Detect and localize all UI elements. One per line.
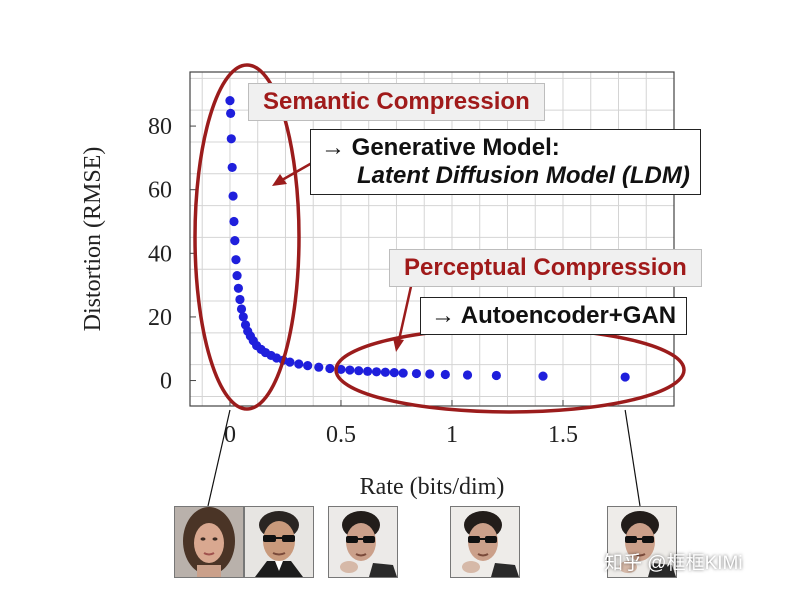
- x-tick-labels: 0 0.5 1 1.5: [224, 422, 578, 448]
- leader-line: [624, 409, 641, 507]
- data-point: [325, 363, 335, 374]
- face-man-sunglasses-image: [608, 507, 676, 577]
- thumbnail-man-2: [328, 506, 398, 578]
- data-point: [389, 368, 399, 378]
- data-points: [225, 96, 630, 382]
- data-point: [235, 294, 245, 305]
- semantic-compression-ellipse: [193, 63, 301, 411]
- thumbnail-leader-lines: [207, 409, 641, 507]
- x-tick-label: 0.5: [326, 422, 356, 448]
- data-point: [231, 255, 241, 265]
- data-point: [538, 371, 548, 381]
- thumbnail-woman: [174, 506, 244, 578]
- data-point: [462, 370, 473, 380]
- x-tick-label: 1.5: [548, 422, 578, 448]
- data-point: [345, 365, 355, 375]
- autoencoder-box: → Autoencoder+GAN: [420, 297, 688, 335]
- data-point: [440, 369, 450, 380]
- data-point: [354, 366, 364, 376]
- thumbnail-man-1: [244, 506, 314, 578]
- y-tick-label: 20: [148, 305, 172, 331]
- generative-model-text: → Generative Model:: [321, 134, 560, 161]
- x-axis-label: Rate (bits/dim): [360, 474, 505, 500]
- data-point: [238, 312, 248, 322]
- thumbnail-man-3: [450, 506, 520, 578]
- y-axis-label: Distortion (RMSE): [80, 147, 106, 332]
- data-point: [226, 108, 236, 118]
- perceptual-compression-label: Perceptual Compression: [389, 249, 702, 287]
- data-point: [236, 304, 247, 314]
- data-point: [411, 368, 422, 379]
- y-tick-label: 40: [148, 241, 172, 267]
- data-point: [314, 362, 324, 372]
- data-point: [230, 235, 240, 246]
- face-man-sunglasses-image: [245, 507, 313, 577]
- y-tick-label: 0: [160, 369, 172, 395]
- data-point: [336, 364, 346, 375]
- axis-ticks: [190, 125, 564, 406]
- data-point: [303, 361, 313, 371]
- face-man-sunglasses-image: [329, 507, 397, 577]
- y-tick-label: 80: [148, 114, 172, 140]
- generative-model-box: → Generative Model: Latent Diffusion Mod…: [310, 129, 701, 195]
- data-point: [285, 357, 295, 367]
- data-point: [228, 191, 238, 201]
- data-point: [491, 370, 501, 381]
- watermark: 知乎 @框框KIMi: [604, 553, 743, 574]
- data-point: [227, 162, 237, 173]
- generative-model-arrow-head: [272, 174, 287, 186]
- data-point: [232, 270, 242, 281]
- x-tick-label: 0: [224, 422, 236, 448]
- semantic-compression-label: Semantic Compression: [248, 83, 545, 121]
- data-point: [233, 283, 243, 293]
- x-tick-label: 1: [446, 422, 458, 448]
- data-point: [371, 367, 382, 377]
- data-point: [380, 367, 390, 377]
- leader-line: [207, 409, 231, 507]
- data-point: [226, 134, 236, 144]
- ldm-text: Latent Diffusion Model (LDM): [357, 162, 690, 189]
- autoencoder-arrow: [397, 281, 414, 341]
- autoencoder-arrow-head: [393, 338, 404, 352]
- face-woman-image: [175, 507, 243, 577]
- data-point: [363, 366, 373, 376]
- data-point: [398, 368, 408, 378]
- data-point: [620, 372, 630, 382]
- y-tick-label: 60: [148, 178, 172, 204]
- data-point: [225, 96, 235, 106]
- autoencoder-text: → Autoencoder+GAN: [431, 302, 677, 329]
- data-point: [294, 359, 304, 369]
- thumbnail-man-4: [607, 506, 677, 578]
- face-man-sunglasses-image: [451, 507, 519, 577]
- data-point: [425, 369, 435, 379]
- data-point: [229, 216, 239, 227]
- y-tick-labels: 0 20 40 60 80: [148, 114, 172, 394]
